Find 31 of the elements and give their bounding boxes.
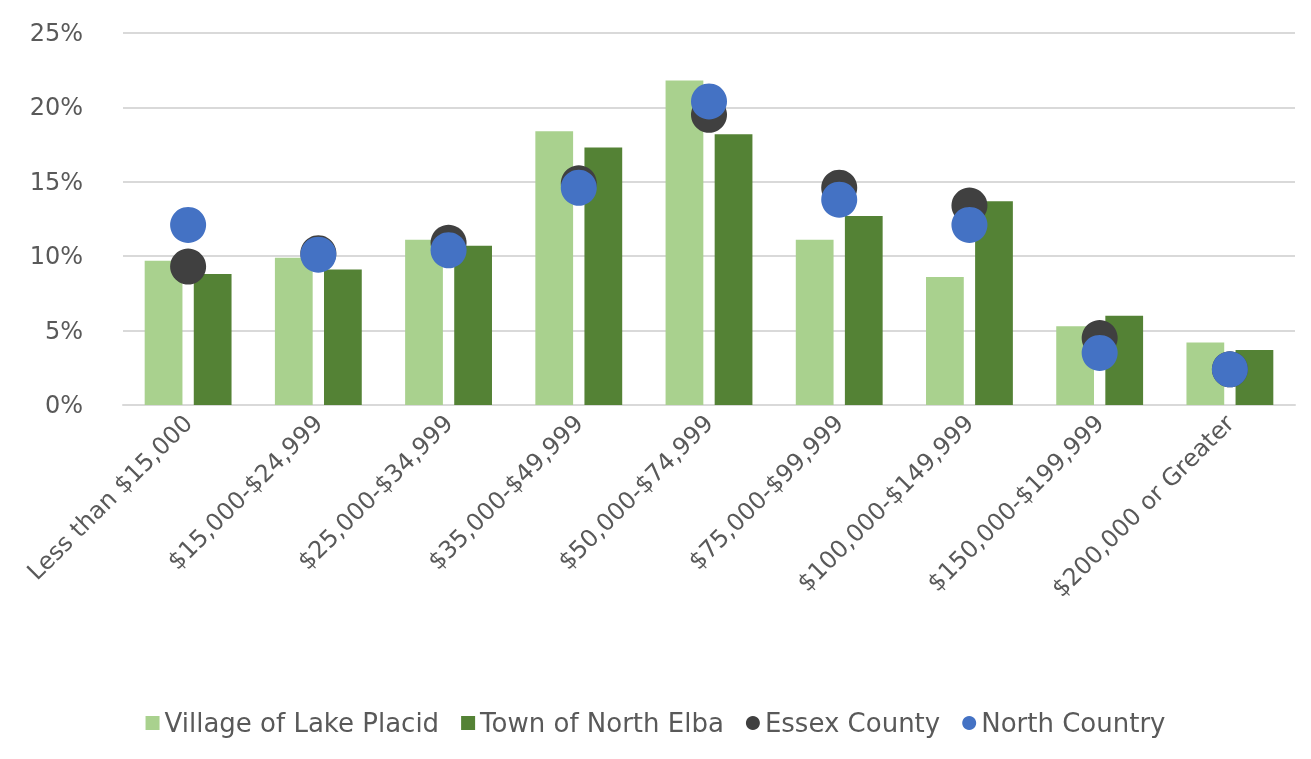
bar	[535, 131, 574, 405]
y-tick-label: 5%	[44, 316, 83, 345]
legend-label: Town of North Elba	[479, 708, 724, 738]
y-tick-label: 10%	[29, 242, 83, 271]
point	[170, 206, 207, 243]
point	[1081, 334, 1118, 371]
point	[951, 206, 988, 243]
legend-label: North Country	[981, 708, 1166, 738]
point	[430, 232, 467, 269]
legend-label: Village of Lake Placid	[164, 708, 440, 738]
bar	[584, 147, 623, 405]
bar	[193, 274, 232, 405]
point	[821, 181, 858, 218]
y-tick-label: 20%	[29, 93, 83, 122]
point	[170, 248, 207, 285]
y-tick-label: 0%	[44, 391, 83, 419]
bar	[274, 257, 313, 405]
bar	[665, 80, 704, 405]
bar	[405, 239, 443, 405]
legend-label: Essex County	[764, 708, 941, 738]
bar	[324, 269, 362, 405]
y-tick-label: 25%	[29, 19, 83, 47]
bar	[714, 134, 753, 405]
bar	[454, 245, 492, 405]
bar	[795, 239, 834, 405]
bar	[144, 260, 183, 405]
point	[691, 83, 727, 120]
bar	[975, 201, 1013, 405]
bar	[926, 277, 964, 405]
bar	[844, 216, 883, 405]
y-tick-label: 15%	[29, 167, 83, 196]
